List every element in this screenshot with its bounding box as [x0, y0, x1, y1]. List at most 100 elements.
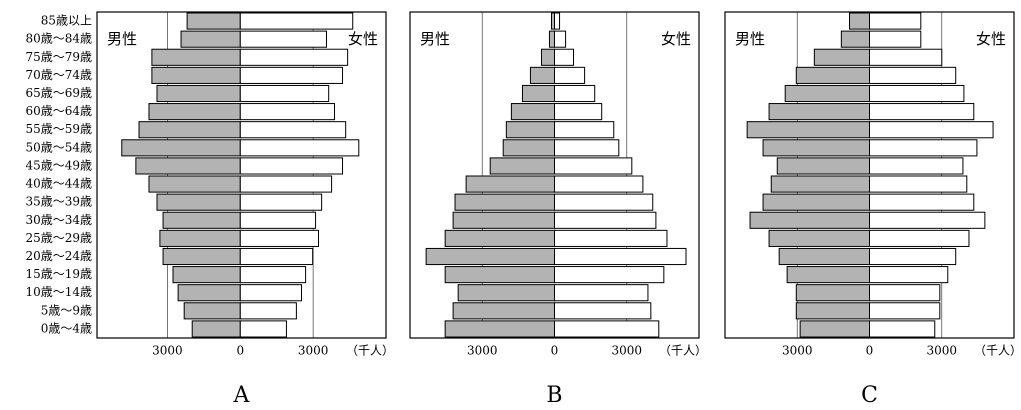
category-label: 15歳～19歳 — [25, 267, 92, 281]
x-tick-label: 3000 — [782, 344, 813, 358]
bar — [505, 121, 556, 139]
x-axis-label: （千人） — [659, 344, 707, 358]
bar — [795, 66, 871, 84]
bar — [768, 229, 871, 247]
bar — [762, 139, 871, 157]
bar — [239, 175, 333, 193]
bar — [554, 266, 665, 284]
x-tick-label: 3000 — [467, 344, 498, 358]
category-label: 35歳～39歳 — [25, 195, 92, 209]
bar — [159, 229, 241, 247]
bar — [239, 284, 302, 302]
plot-frame — [409, 11, 700, 339]
bar — [239, 66, 344, 84]
bar — [191, 320, 241, 338]
bar — [162, 211, 241, 229]
bar — [502, 139, 556, 157]
panel-label: A — [233, 383, 251, 408]
bar — [746, 121, 871, 139]
bar — [869, 229, 970, 247]
category-label: 20歳～24歳 — [25, 249, 92, 263]
bar — [239, 12, 354, 30]
x-tick-label: 3000 — [298, 344, 329, 358]
x-tick-label: 0 — [551, 344, 559, 358]
series-label: 女性 — [661, 30, 691, 48]
x-tick-label: 3000 — [926, 344, 957, 358]
x-tick-label: 0 — [236, 344, 244, 358]
bar — [239, 193, 323, 211]
bar — [869, 193, 975, 211]
bar — [778, 247, 870, 266]
bar — [869, 84, 965, 103]
bar — [554, 211, 657, 229]
bar — [548, 30, 556, 48]
bar — [186, 12, 241, 30]
panel-label: B — [546, 383, 562, 408]
bar — [554, 103, 603, 121]
bar — [554, 84, 596, 103]
bar — [239, 302, 297, 320]
bar — [869, 320, 936, 338]
category-label: 75歳～79歳 — [25, 50, 92, 64]
bar — [239, 157, 344, 175]
series-label: 女性 — [976, 30, 1006, 48]
bar — [151, 66, 241, 84]
bar — [554, 157, 633, 175]
series-label: 男性 — [107, 30, 137, 48]
bar — [554, 48, 575, 66]
panel-label: C — [861, 383, 878, 408]
bar — [489, 157, 556, 175]
bar — [135, 157, 241, 175]
bar — [521, 84, 556, 103]
bar — [813, 48, 871, 66]
bar — [510, 103, 556, 121]
x-tick-label: 3000 — [152, 344, 183, 358]
bar — [869, 121, 994, 139]
bar — [239, 229, 319, 247]
series-label: 男性 — [420, 30, 450, 48]
bar — [465, 175, 555, 193]
bar — [770, 175, 870, 193]
bar — [869, 66, 957, 84]
bar — [529, 66, 556, 84]
bar — [180, 30, 241, 48]
bar — [795, 284, 871, 302]
category-label: 5歳～9歳 — [41, 303, 92, 317]
bar — [554, 320, 660, 338]
plot-frame — [724, 11, 1015, 339]
bar — [138, 121, 241, 139]
category-label: 85歳以上 — [41, 14, 92, 28]
bar — [869, 247, 957, 266]
bar — [869, 175, 968, 193]
bar — [177, 284, 241, 302]
category-label: 30歳～34歳 — [25, 213, 92, 227]
bar — [239, 320, 287, 338]
bar — [239, 48, 349, 66]
bar — [156, 193, 241, 211]
bar — [148, 175, 241, 193]
bar — [444, 320, 555, 338]
category-label: 45歳～49歳 — [25, 158, 92, 172]
bar — [554, 121, 615, 139]
bar — [239, 103, 336, 121]
bar — [840, 30, 871, 48]
bar — [786, 266, 871, 284]
series-label: 男性 — [735, 30, 765, 48]
category-label: 50歳～54歳 — [25, 140, 92, 154]
bar — [148, 103, 241, 121]
bar — [444, 266, 555, 284]
bar — [452, 211, 555, 229]
bar — [869, 266, 949, 284]
bar — [452, 302, 555, 320]
bar — [156, 84, 241, 103]
x-axis-label: （千人） — [974, 344, 1021, 358]
bar — [121, 139, 241, 157]
bar — [554, 30, 567, 48]
category-label: 65歳～69歳 — [25, 86, 92, 100]
bar — [454, 193, 555, 211]
bar — [172, 266, 241, 284]
bar — [239, 139, 360, 157]
bar — [849, 12, 870, 30]
